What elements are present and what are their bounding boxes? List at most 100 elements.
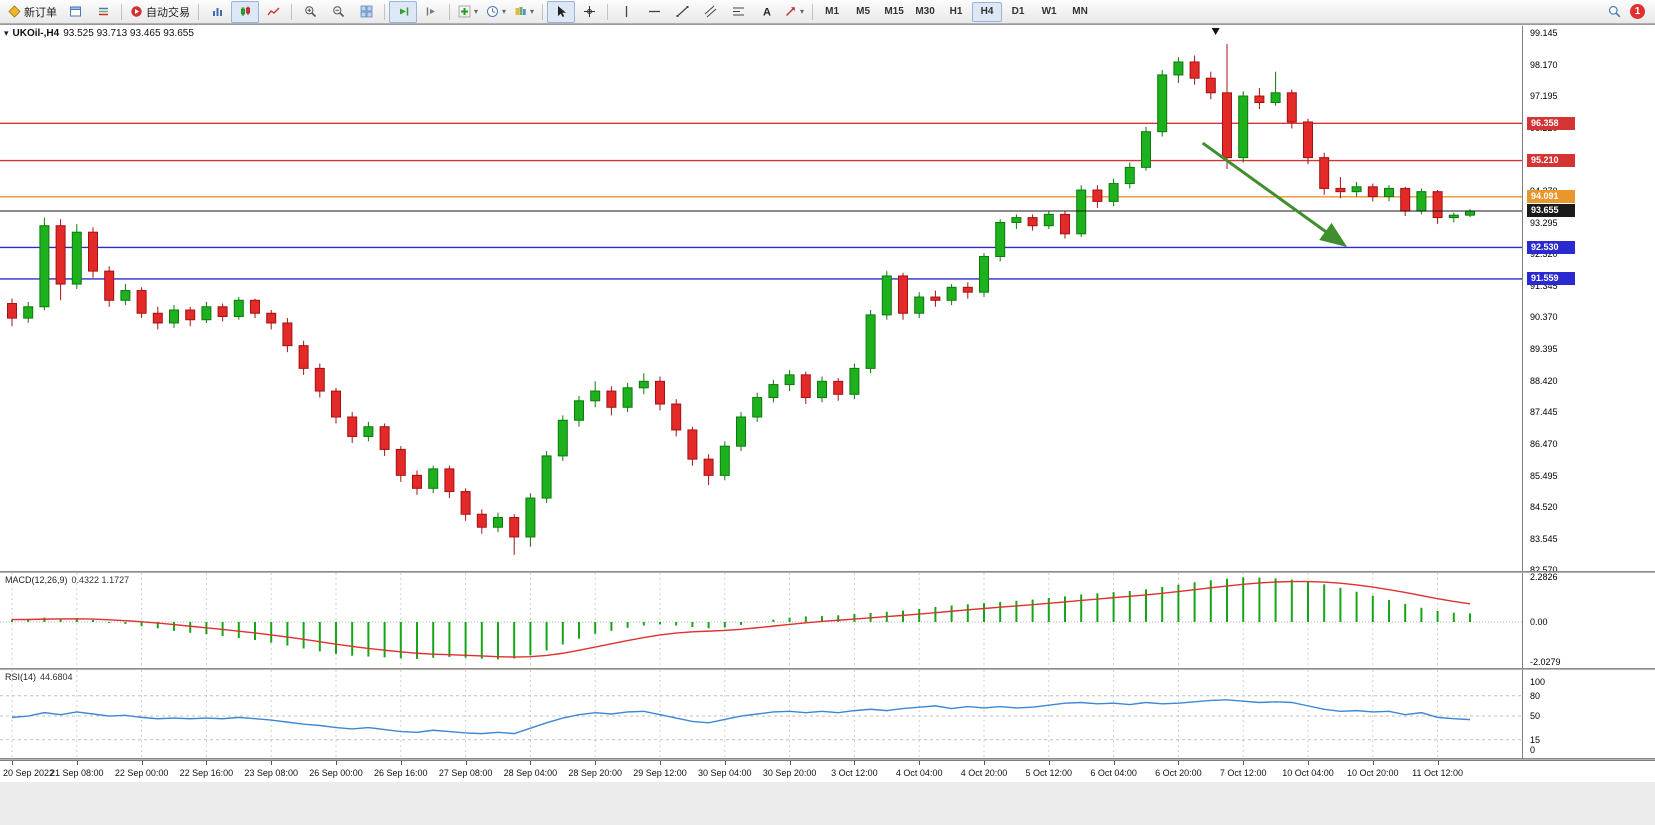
window-icon xyxy=(69,6,81,17)
chart-symbol-header: ▾ UKOil-,H4 93.525 93.713 93.465 93.655 xyxy=(4,28,194,39)
toolbar-separator xyxy=(812,3,814,20)
timeframe-button-m30[interactable]: M30 xyxy=(915,6,935,17)
vertical-line-button[interactable] xyxy=(612,1,640,23)
autotrading-icon xyxy=(131,6,142,17)
cursor-button[interactable] xyxy=(547,0,576,23)
new-order-button[interactable]: 新订单 xyxy=(4,1,61,23)
price-level-badge: 96.358 xyxy=(1527,116,1575,130)
market-watch-button[interactable] xyxy=(89,1,117,23)
chevron-down-icon: ▾ xyxy=(502,6,507,16)
timeframe-button-mn[interactable]: MN xyxy=(1072,6,1088,17)
time-tick-label: 23 Sep 08:00 xyxy=(244,768,298,778)
timeframe-button-h4[interactable]: H4 xyxy=(972,1,1003,22)
main-chart-plot[interactable]: ▾ UKOil-,H4 93.525 93.713 93.465 93.655 xyxy=(0,26,1522,571)
time-tick xyxy=(660,761,661,765)
time-tick-label: 26 Sep 16:00 xyxy=(374,768,428,778)
fibonacci-button[interactable] xyxy=(724,1,752,23)
price-tick-label: 0.00 xyxy=(1530,616,1548,627)
time-tick-label: 28 Sep 04:00 xyxy=(503,768,558,778)
time-axis[interactable]: 20 Sep 2022 21 Sep 08:00 22 Sep 00:00 22 Se… xyxy=(0,760,1655,782)
price-tick-label: 91.345 xyxy=(1530,280,1558,291)
chevron-down-icon[interactable]: ▾ xyxy=(4,28,9,38)
line-chart-button[interactable] xyxy=(259,1,287,23)
auto-scroll-button[interactable] xyxy=(389,0,417,23)
chart-symbol-label: UKOil-,H4 xyxy=(12,28,60,39)
panel-separator[interactable] xyxy=(0,571,1655,573)
cursor-icon xyxy=(557,6,566,17)
price-tick-label: 90.370 xyxy=(1530,312,1558,323)
search-button[interactable] xyxy=(1600,1,1628,23)
time-tick xyxy=(1308,761,1309,765)
trendline-button[interactable] xyxy=(668,1,696,23)
time-tick xyxy=(12,761,13,765)
high-marker-icon xyxy=(1211,28,1220,35)
autotrading-button[interactable]: 自动交易 xyxy=(126,1,194,23)
trend-arrow-annotation[interactable] xyxy=(1201,141,1348,248)
macd-panel[interactable]: MACD(12,26,9) 0.4322 1.1727 xyxy=(0,573,1522,668)
text-icon: A xyxy=(763,7,771,19)
toolbar-separator xyxy=(291,3,292,20)
clock-icon xyxy=(487,6,499,17)
time-tick-label: 30 Sep 04:00 xyxy=(698,768,752,778)
zoom-in-icon xyxy=(304,6,316,18)
time-tick xyxy=(1243,761,1245,765)
timeframe-button-m15[interactable]: M15 xyxy=(884,6,904,17)
arrows-button[interactable]: ▾ xyxy=(780,1,808,23)
toolbar-separator xyxy=(121,3,122,20)
price-axis[interactable]: 99.14598.17097.19596.22095.24594.27093.2… xyxy=(1522,26,1655,575)
price-tick-label: 99.145 xyxy=(1530,27,1558,38)
panel-separator[interactable] xyxy=(0,758,1655,760)
list-rows-icon xyxy=(98,7,108,16)
timeframe-button-w1[interactable]: W1 xyxy=(1041,6,1057,17)
timeframe-button-m5[interactable]: M5 xyxy=(856,6,871,17)
price-tick-label: 100 xyxy=(1530,677,1546,688)
toolbar-separator xyxy=(449,3,450,20)
tile-windows-button[interactable] xyxy=(352,1,380,23)
chevron-down-icon: ▾ xyxy=(800,6,805,16)
auto-scroll-icon xyxy=(399,7,408,16)
timeframe-button-d1[interactable]: D1 xyxy=(1011,6,1025,17)
macd-histogram xyxy=(11,577,1471,660)
timeframe-button-h1[interactable]: H1 xyxy=(949,6,963,17)
timeframe-button-m1[interactable]: M1 xyxy=(825,6,840,17)
templates-button[interactable]: ▾ xyxy=(510,1,538,23)
zoom-in-button[interactable] xyxy=(296,1,324,23)
time-tick-label: 27 Sep 08:00 xyxy=(438,768,493,778)
price-level-badge: 94.091 xyxy=(1527,190,1575,204)
notification-badge[interactable]: 1 xyxy=(1630,4,1645,19)
channel-button[interactable] xyxy=(696,1,724,23)
indicators-button[interactable]: ▾ xyxy=(454,1,482,23)
price-tick-label: 0 xyxy=(1530,744,1536,755)
chart-window: ▾ UKOil-,H4 93.525 93.713 93.465 93.655 … xyxy=(0,24,1655,782)
chevron-down-icon: ▾ xyxy=(530,6,535,16)
rsi-label: RSI(14) xyxy=(5,672,37,682)
macd-axis[interactable]: 2.2826 0.00 -2.0279 xyxy=(1522,572,1655,668)
rsi-axis[interactable]: 100 80 50 15 0 xyxy=(1522,670,1655,758)
crosshair-button[interactable] xyxy=(575,1,603,23)
horizontal-line-icon xyxy=(648,10,660,13)
chart-shift-button[interactable] xyxy=(417,1,445,23)
toolbar-separator xyxy=(542,3,544,20)
time-tick xyxy=(1113,761,1115,765)
price-tick-label: -2.0279 xyxy=(1530,656,1561,667)
toolbar-separator xyxy=(198,3,199,20)
horizontal-line-button[interactable] xyxy=(640,1,668,23)
chevron-down-icon: ▾ xyxy=(474,6,479,16)
periods-button[interactable]: ▾ xyxy=(482,1,510,23)
zoom-out-icon xyxy=(332,6,344,18)
panel-separator[interactable] xyxy=(0,668,1655,670)
text-button[interactable]: A xyxy=(752,1,780,23)
candlestick-chart-button[interactable] xyxy=(231,0,259,23)
rsi-panel[interactable]: RSI(14) 44.6804 xyxy=(0,670,1522,758)
chart-windows-button[interactable] xyxy=(61,1,89,23)
tile-windows-icon xyxy=(360,5,372,18)
bar-chart-button[interactable] xyxy=(203,1,231,23)
time-tick-label: 20 Sep 2022 xyxy=(3,768,55,778)
crosshair-icon xyxy=(583,6,595,17)
zoom-out-button[interactable] xyxy=(324,1,352,23)
line-chart-icon xyxy=(266,7,279,16)
vertical-line-icon xyxy=(625,6,627,17)
macd-panel-label: MACD(12,26,9) 0.4322 1.1727 xyxy=(5,575,129,585)
price-tick-label: 80 xyxy=(1530,690,1541,701)
time-tick xyxy=(1437,761,1439,765)
